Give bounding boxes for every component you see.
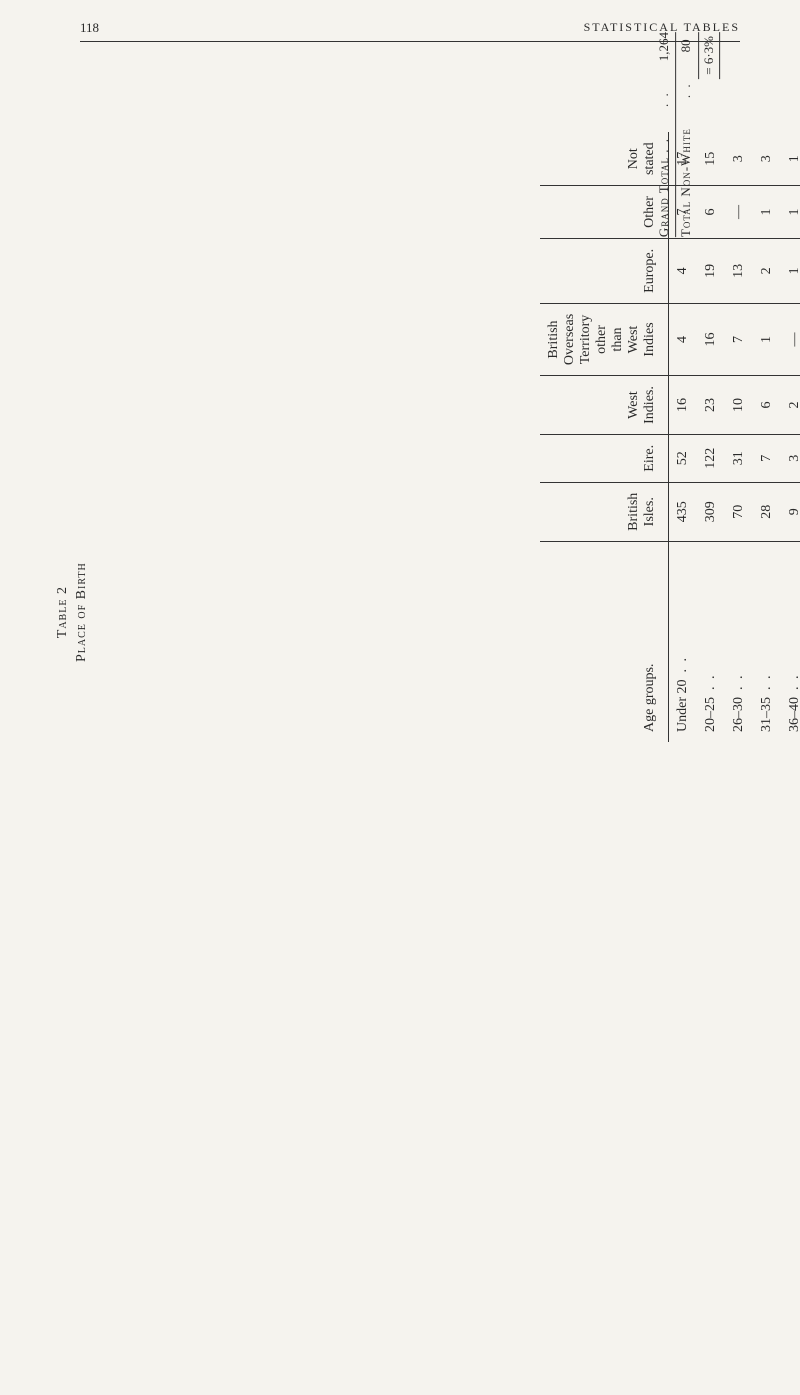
table-cell: 2 bbox=[781, 376, 800, 435]
row-header-title: Age groups. bbox=[540, 541, 669, 742]
table-row: 36–40 . .932—111 bbox=[781, 132, 800, 742]
grand-total-block: Grand Total . . . . 1,264 Total Non-Whit… bbox=[656, 32, 720, 237]
col-header: Other bbox=[540, 186, 669, 239]
table-cell: 19 bbox=[697, 238, 725, 303]
table-cell: 16 bbox=[697, 303, 725, 375]
table-cell: 6 bbox=[753, 376, 781, 435]
table-cell: 4 bbox=[669, 303, 698, 375]
table-cell: 7 bbox=[753, 434, 781, 482]
col-header: Not stated bbox=[540, 132, 669, 185]
table-cell: 1 bbox=[781, 186, 800, 239]
caption-line-1: Table 2 bbox=[55, 562, 71, 662]
table-cell: — bbox=[725, 186, 753, 239]
table-cell: 28 bbox=[753, 482, 781, 541]
table-cell: 1 bbox=[753, 186, 781, 239]
table-cell: 16 bbox=[669, 376, 698, 435]
table-cell: 1 bbox=[753, 303, 781, 375]
table-cell: 309 bbox=[697, 482, 725, 541]
non-white-label: Total Non-White bbox=[678, 128, 694, 237]
table-caption: Table 2 Place of Birth bbox=[55, 562, 90, 662]
percentage-result: = 6·3% bbox=[698, 32, 720, 79]
row-label: 26–30 . . bbox=[725, 541, 753, 742]
grand-total-label: Grand Total . . bbox=[656, 137, 672, 237]
grand-total-value: 1,264 bbox=[656, 32, 672, 61]
table-cell: 9 bbox=[781, 482, 800, 541]
table-cell: 13 bbox=[725, 238, 753, 303]
table-cell: 1 bbox=[781, 238, 800, 303]
col-header: Eire. bbox=[540, 434, 669, 482]
table-cell: 70 bbox=[725, 482, 753, 541]
table-cell: 4 bbox=[669, 238, 698, 303]
table-header-row: Age groups. British Isles. Eire. West In… bbox=[540, 132, 669, 742]
col-header: British Isles. bbox=[540, 482, 669, 541]
table-cell: 31 bbox=[725, 434, 753, 482]
table-cell: 23 bbox=[697, 376, 725, 435]
table-cell: 3 bbox=[781, 434, 800, 482]
col-header: West Indies. bbox=[540, 376, 669, 435]
row-label: 31–35 . . bbox=[753, 541, 781, 742]
table-cell: 2 bbox=[753, 238, 781, 303]
row-label: 36–40 . . bbox=[781, 541, 800, 742]
table-cell: 52 bbox=[669, 434, 698, 482]
table-cell: 3 bbox=[725, 132, 753, 185]
caption-line-2: Place of Birth bbox=[74, 562, 90, 662]
table-cell: 7 bbox=[725, 303, 753, 375]
table-cell: 10 bbox=[725, 376, 753, 435]
page-number: 118 bbox=[80, 20, 99, 36]
table-row: 31–35 . .28761213 bbox=[753, 132, 781, 742]
row-label: Under 20 . . bbox=[669, 541, 698, 742]
row-label: 20–25 . . bbox=[697, 541, 725, 742]
table-cell: 435 bbox=[669, 482, 698, 541]
table-cell: 3 bbox=[753, 132, 781, 185]
table-cell: 122 bbox=[697, 434, 725, 482]
col-header: Europe. bbox=[540, 238, 669, 303]
table-row: 26–30 . .703110713—3 bbox=[725, 132, 753, 742]
non-white-value: 80 bbox=[678, 39, 694, 52]
table-cell: — bbox=[781, 303, 800, 375]
col-header: British Overseas Territory other than We… bbox=[540, 303, 669, 375]
table-cell: 1 bbox=[781, 132, 800, 185]
